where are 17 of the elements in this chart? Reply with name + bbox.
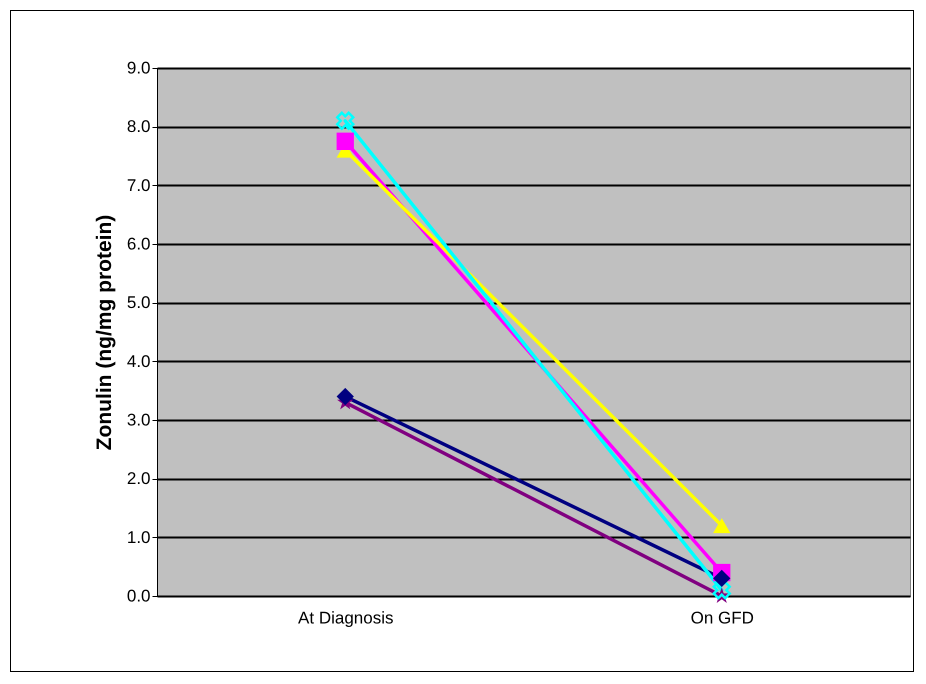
point: [713, 570, 730, 588]
y-tick-label: 2.0: [126, 469, 150, 488]
y-axis-title: Zonulin (ng/mg protein): [92, 214, 116, 450]
y-tick-label: 3.0: [126, 410, 150, 430]
y-tick-label: 6.0: [126, 234, 150, 254]
point: [336, 388, 354, 406]
x-tick-label: At Diagnosis: [298, 608, 394, 628]
y-tick-label: 1.0: [126, 528, 150, 547]
y-tick-label: 0.0: [126, 586, 150, 606]
y-tick-label: 5.0: [126, 293, 150, 312]
y-tick-label: 7.0: [126, 176, 150, 195]
point: [712, 580, 731, 600]
y-tick-label: 8.0: [126, 117, 150, 136]
y-tick-label: 4.0: [126, 352, 150, 371]
y-tick-label: 9.0: [126, 58, 150, 78]
point: [336, 112, 354, 130]
x-tick-label: On GFD: [690, 608, 754, 628]
